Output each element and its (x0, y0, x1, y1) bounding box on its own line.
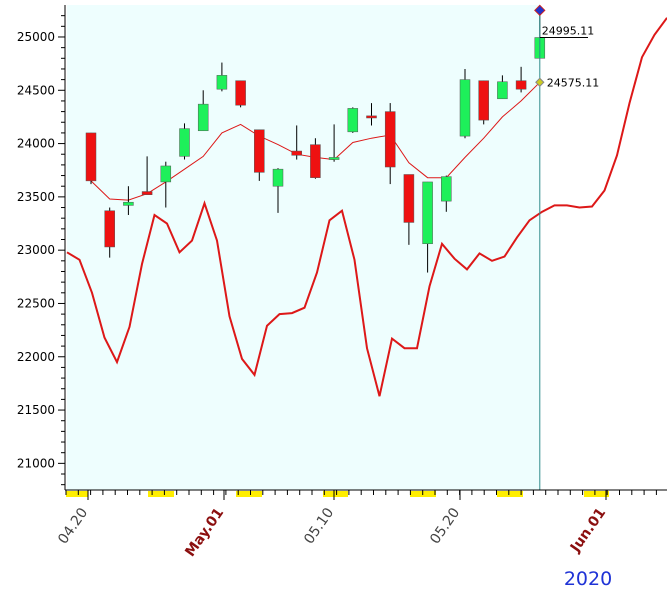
candle-body (291, 150, 302, 156)
y-tick-label: 23000 (17, 243, 55, 257)
candle (197, 90, 209, 132)
candle (216, 62, 228, 92)
candle (104, 207, 115, 258)
y-axis: 21000 21500 22000 22500 23000 23500 24000 24500… (17, 15, 65, 486)
y-tick-label: 24500 (17, 83, 55, 97)
ma-value-label: 24575.11 (547, 76, 600, 89)
oscillator-layer (66, 17, 667, 397)
candle (422, 181, 433, 273)
candle-body (459, 79, 471, 137)
candle-body (179, 128, 190, 157)
candle (347, 107, 359, 133)
candle-body (160, 165, 172, 183)
candle-body (254, 129, 265, 173)
candle (179, 123, 190, 160)
candle (272, 168, 284, 213)
x-tick-label: Jun.01 (567, 505, 609, 556)
candle-body (310, 144, 321, 178)
candle (403, 174, 415, 245)
y-tick-label: 21000 (17, 456, 55, 470)
candle (85, 132, 97, 185)
weekend-marker (148, 491, 174, 497)
candle-body (497, 81, 508, 100)
candle-body (85, 132, 97, 182)
y-tick-label: 25000 (17, 30, 55, 44)
y-tick-label: 24000 (17, 137, 55, 151)
candle-body (141, 191, 153, 195)
candle-body (272, 168, 284, 187)
candle-body (104, 210, 115, 248)
candles-layer (85, 10, 546, 273)
candle-body (384, 111, 396, 168)
candle-body (197, 103, 209, 132)
ma-value-marker (535, 77, 545, 87)
candle (441, 175, 452, 212)
last-high-marker (534, 4, 546, 17)
close-price-label: 24995.11 (542, 24, 595, 37)
candle (141, 156, 153, 195)
candle-body (403, 174, 415, 223)
markers-layer: 24995.11 24575.11 (534, 4, 600, 89)
candle-body (422, 181, 433, 245)
x-tick-label: 05.20 (427, 505, 463, 547)
year-label: 2020 (564, 568, 612, 590)
candle-body (347, 108, 359, 133)
candle (160, 161, 172, 208)
candle (459, 68, 471, 139)
candle (478, 80, 489, 125)
y-tick-label: 21500 (17, 403, 55, 417)
x-tick-label: May.01 (182, 505, 227, 560)
oscillator-line (66, 17, 667, 397)
weekend-marker (497, 491, 523, 497)
candle (515, 66, 527, 93)
candle-body (515, 80, 527, 90)
candle (310, 138, 321, 179)
x-axis: 04.20 May.01 05.10 05.20 Jun.01 (55, 490, 657, 560)
x-tick-label: 04.20 (55, 505, 91, 547)
candle-body (366, 115, 377, 119)
candle-body (328, 157, 340, 160)
candle (497, 75, 508, 100)
candle (254, 129, 265, 181)
candle (366, 103, 377, 126)
weekend-marker (584, 491, 609, 497)
plot-background (67, 5, 539, 490)
weekend-marker (323, 491, 348, 497)
candle (384, 103, 396, 185)
y-tick-label: 23500 (17, 190, 55, 204)
x-tick-label: 05.10 (301, 505, 337, 547)
candle-body (441, 176, 452, 202)
candle (291, 125, 302, 160)
weekend-marker (66, 491, 88, 497)
candle (123, 186, 134, 215)
weekend-marker (236, 491, 262, 497)
candle-body (478, 80, 489, 121)
candle (328, 124, 340, 162)
y-tick-label: 22000 (17, 350, 55, 364)
candle (235, 80, 246, 108)
candle-body (235, 80, 246, 106)
candle-body (123, 201, 134, 206)
candle-body (216, 75, 228, 90)
y-tick-label: 22500 (17, 296, 55, 310)
